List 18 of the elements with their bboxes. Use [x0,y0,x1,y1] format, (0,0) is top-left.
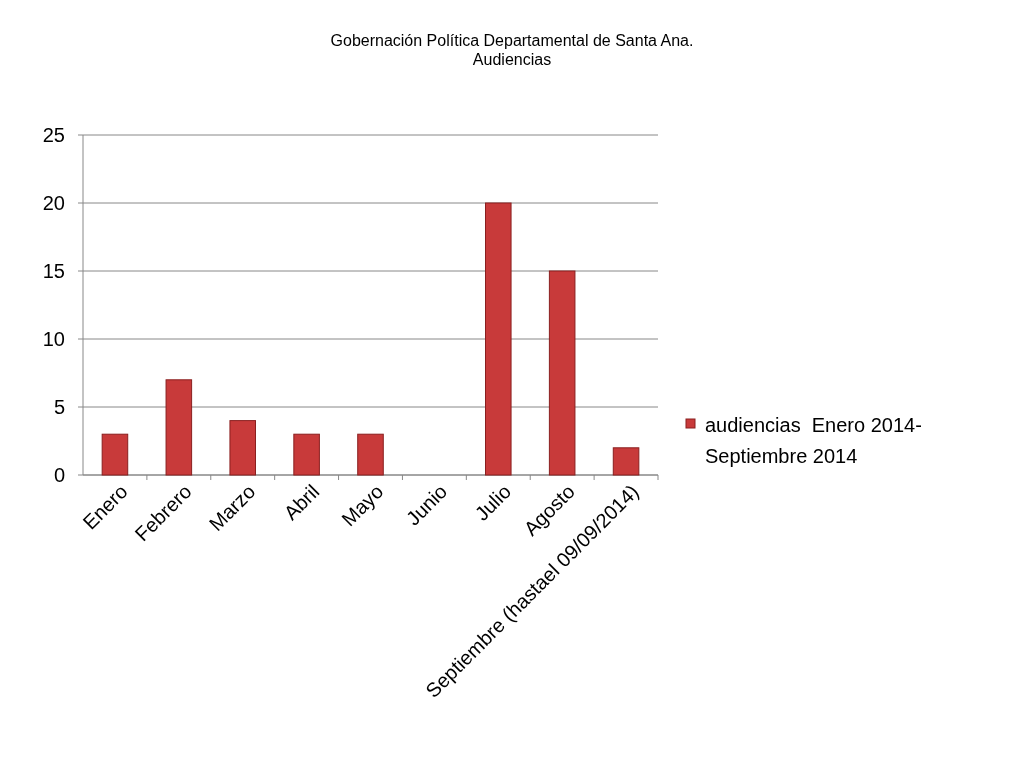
legend-label: audiencias Enero 2014-Septiembre 2014 [705,414,922,467]
bar [293,433,320,476]
y-tick-label: 20 [42,192,65,214]
y-tick-label: 15 [42,260,65,282]
bar [165,379,193,476]
y-tick-label: 10 [42,328,65,350]
bar [229,420,256,476]
chart-title: Gobernación Política Departamental de Santa Ana. [330,32,694,49]
bar [548,270,576,476]
y-tick-label: 25 [42,124,65,146]
chart-subtitle: Audiencias [472,51,552,68]
bar [612,447,640,476]
bar [101,433,129,476]
y-tick-label: 5 [53,396,65,418]
y-tick-label: 0 [53,464,65,486]
x-tick-label: Julio [470,480,516,525]
bar [485,202,512,476]
bar [357,433,384,476]
